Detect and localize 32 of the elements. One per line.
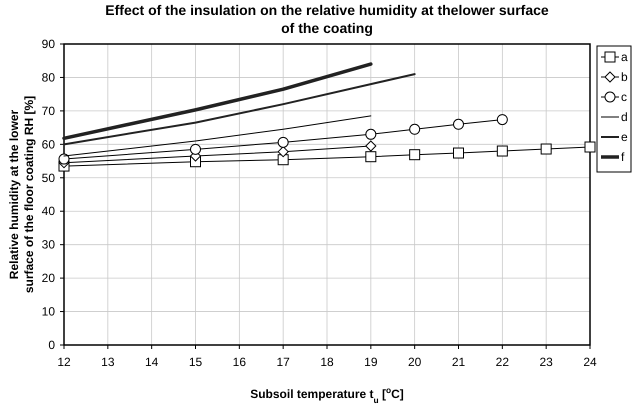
legend-label: f	[621, 150, 625, 164]
legend-label: c	[621, 90, 627, 104]
x-tick-label: 14	[144, 355, 159, 369]
y-axis-title: Relative humidity at the lower surface of the floor coating RH [%]	[7, 96, 36, 294]
y-tick-label: 0	[48, 338, 56, 352]
x-tick-label: 24	[583, 355, 597, 369]
y-tick-label: 50	[42, 170, 56, 185]
y-tick-label: 80	[42, 70, 56, 84]
x-tick-label: 12	[57, 355, 71, 369]
y-tick-label: 30	[42, 238, 56, 252]
legend-label: d	[621, 110, 628, 124]
x-tick-label: 22	[496, 355, 510, 369]
x-tick-label: 19	[364, 355, 378, 369]
x-tick-label: 20	[408, 355, 422, 369]
x-tick-label: 18	[320, 355, 334, 369]
x-tick-label: 21	[452, 355, 466, 369]
legend-label: e	[621, 130, 628, 144]
y-tick-label: 70	[42, 104, 56, 118]
legend-label: b	[621, 70, 628, 84]
y-tick-label: 20	[42, 271, 56, 286]
x-tick-label: 17	[276, 355, 290, 369]
x-tick-label: 15	[188, 355, 202, 369]
x-tick-label: 23	[539, 355, 554, 369]
x-tick-label: 13	[101, 355, 115, 369]
y-tick-label: 60	[42, 137, 56, 152]
y-tick-label: 40	[42, 204, 56, 218]
y-tick-label: 10	[42, 304, 56, 319]
x-tick-label: 16	[232, 355, 246, 369]
chart-title: Effect of the insulation on the relative humidity at thelower surface of the coating	[105, 2, 549, 36]
y-tick-label: 90	[42, 37, 56, 51]
x-axis-title: Subsoil temperature t$_{u}$ [$^{o}$C]	[250, 385, 404, 405]
legend-label: a	[621, 50, 628, 64]
